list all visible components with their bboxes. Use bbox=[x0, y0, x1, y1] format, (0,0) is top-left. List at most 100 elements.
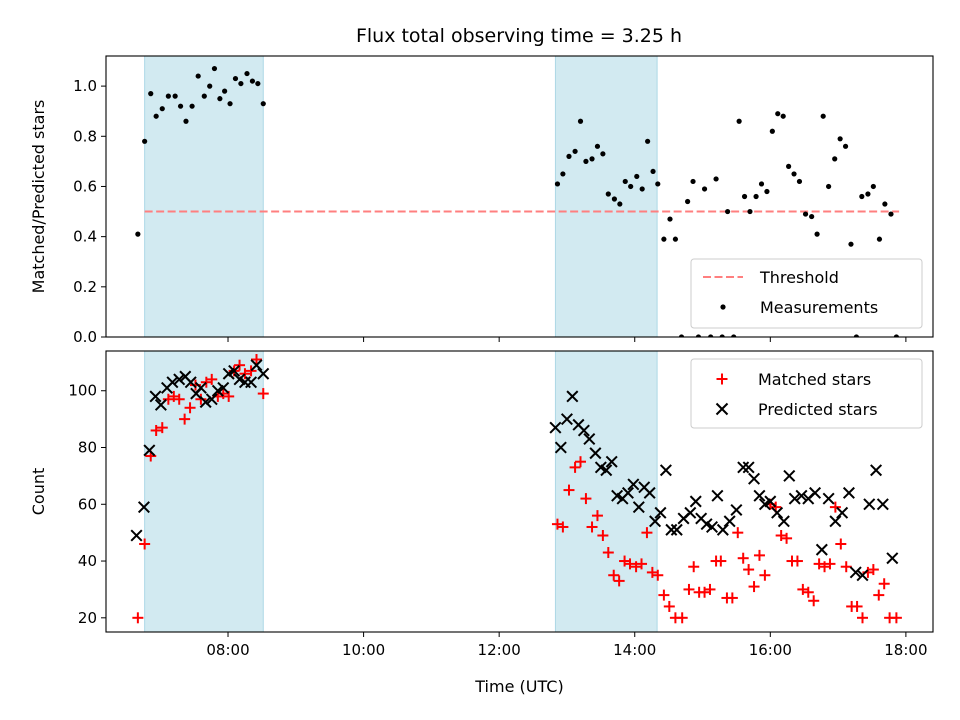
matched-star-point bbox=[613, 575, 625, 587]
matched-star-point bbox=[245, 365, 257, 377]
predicted-star-stroke-b bbox=[659, 464, 672, 477]
bottom-axes-frame bbox=[105, 350, 934, 633]
matched-star-point bbox=[732, 527, 744, 539]
bottom-x-tick-label: 14:00 bbox=[613, 641, 656, 659]
matched-star-point bbox=[726, 592, 738, 604]
measurement-point bbox=[135, 231, 141, 237]
measurement-point bbox=[809, 213, 815, 220]
predicted-star-stroke-b bbox=[764, 495, 777, 508]
measurement-point bbox=[837, 136, 843, 142]
predicted-star-point bbox=[632, 501, 645, 514]
measurement-point bbox=[814, 231, 820, 237]
measurement-point bbox=[876, 236, 883, 242]
top-axes-frame bbox=[105, 55, 934, 338]
predicted-star-stroke-b bbox=[836, 506, 849, 519]
bottom-shaded-span bbox=[144, 351, 264, 632]
predicted-star-stroke-b bbox=[583, 432, 596, 445]
matched-star-point bbox=[580, 493, 592, 505]
measurement-point bbox=[713, 176, 719, 182]
predicted-star-stroke-b bbox=[649, 515, 662, 528]
predicted-star-stroke-b bbox=[184, 376, 197, 389]
predicted-star-point bbox=[764, 495, 777, 508]
measurement-point bbox=[183, 118, 189, 124]
predicted-star-stroke-b bbox=[643, 486, 656, 499]
measurement-point bbox=[244, 70, 250, 77]
measurement-point bbox=[201, 93, 207, 99]
predicted-star-point bbox=[876, 498, 889, 511]
matched-star-point bbox=[737, 552, 749, 564]
predicted-star-stroke-b bbox=[638, 481, 651, 494]
predicted-star-point bbox=[627, 478, 640, 491]
legend-threshold-label: Threshold bbox=[759, 268, 839, 287]
measurement-point bbox=[685, 198, 691, 205]
matched-star-point bbox=[835, 538, 847, 550]
matched-star-point bbox=[257, 388, 269, 400]
measurement-point bbox=[775, 111, 781, 117]
bottom-y-tick-label: 40 bbox=[78, 552, 97, 570]
predicted-star-point bbox=[836, 506, 849, 519]
top-y-tick-label: 0.6 bbox=[73, 177, 97, 195]
predicted-star-point bbox=[137, 501, 150, 514]
predicted-star-stroke-b bbox=[566, 390, 579, 403]
measurement-point bbox=[661, 236, 667, 242]
matched-star-point bbox=[688, 561, 700, 573]
predicted-star-point bbox=[723, 515, 736, 528]
predicted-star-point bbox=[886, 552, 899, 565]
measurement-point bbox=[227, 101, 233, 107]
measurement-point bbox=[802, 211, 809, 217]
measurement-point bbox=[153, 113, 159, 119]
matched-star-point bbox=[652, 569, 664, 581]
measurement-point bbox=[859, 193, 865, 200]
measurement-point bbox=[848, 241, 854, 247]
bottom-panel: 08:00 10:00 12:00 14:00 16:00 18:00 20 40 60 80 10… bbox=[29, 350, 934, 696]
bottom-y-tick-label: 80 bbox=[78, 439, 97, 457]
predicted-star-stroke-b bbox=[577, 424, 590, 437]
matched-star-point bbox=[658, 589, 670, 601]
measurement-point bbox=[645, 138, 651, 144]
matched-star-point bbox=[139, 538, 151, 550]
predicted-star-stroke-b bbox=[250, 359, 263, 372]
predicted-star-stroke-b bbox=[137, 501, 150, 514]
predicted-star-point bbox=[795, 489, 808, 502]
predicted-star-stroke-b bbox=[154, 398, 167, 411]
matched-star-point bbox=[624, 558, 636, 570]
top-plot-area bbox=[135, 56, 900, 337]
top-legend-box bbox=[690, 258, 923, 329]
predicted-star-stroke-b bbox=[753, 489, 766, 502]
predicted-star-stroke-b bbox=[856, 569, 869, 582]
predicted-star-point bbox=[154, 398, 167, 411]
legend-measurements-label: Measurements bbox=[760, 298, 878, 317]
measurement-point bbox=[222, 88, 228, 94]
predicted-star-point bbox=[783, 469, 796, 482]
measurement-point bbox=[791, 171, 797, 177]
predicted-star-stroke-b bbox=[737, 461, 750, 474]
predicted-star-stroke-b bbox=[549, 421, 562, 434]
measurement-point bbox=[554, 181, 561, 187]
measurement-point bbox=[672, 236, 679, 242]
predicted-star-stroke-b bbox=[194, 381, 207, 394]
bottom-y-tick-label: 20 bbox=[78, 609, 97, 627]
bottom-legend: Matched stars Predicted stars bbox=[690, 358, 923, 429]
predicted-star-point bbox=[205, 393, 218, 406]
matched-star-point bbox=[791, 555, 803, 567]
legend-predicted-swatch-b bbox=[715, 402, 729, 416]
measurement-point bbox=[708, 334, 714, 337]
measurement-point bbox=[780, 113, 786, 119]
measurement-point bbox=[701, 186, 708, 192]
measurement-point bbox=[238, 80, 244, 87]
predicted-star-stroke-b bbox=[554, 441, 567, 454]
bottom-x-tick-label: 16:00 bbox=[749, 641, 792, 659]
measurement-point bbox=[842, 143, 849, 149]
predicted-star-stroke-b bbox=[627, 478, 640, 491]
predicted-star-stroke-b bbox=[560, 413, 573, 426]
bottom-y-tick-label: 100 bbox=[68, 382, 97, 400]
predicted-star-stroke-b bbox=[716, 523, 729, 536]
predicted-star-point bbox=[184, 376, 197, 389]
matched-star-point bbox=[234, 359, 246, 371]
predicted-star-point bbox=[771, 506, 784, 519]
predicted-star-point bbox=[777, 515, 790, 528]
predicted-star-point bbox=[689, 495, 702, 508]
predicted-star-point bbox=[809, 486, 822, 499]
measurement-point bbox=[655, 181, 661, 187]
predicted-star-stroke-b bbox=[611, 489, 624, 502]
